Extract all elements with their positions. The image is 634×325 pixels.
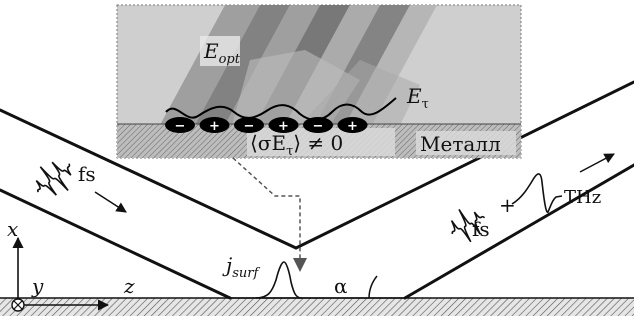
charge-sign: + [278, 119, 289, 134]
zoom-pointer [232, 157, 301, 264]
charge-negative: − [165, 117, 195, 134]
e-opt-subscript: opt [219, 52, 241, 67]
reflected-beam [294, 80, 634, 300]
e-tau-label: E [406, 84, 422, 108]
thz-label: THz [564, 187, 601, 208]
e-tau-wave [165, 97, 397, 121]
average-tail: ⟩ ≠ 0 [293, 131, 343, 155]
ground-surface [0, 298, 634, 316]
outgoing-direction-arrow [579, 153, 615, 173]
charge-positive: + [337, 117, 368, 134]
fs-in-label: fs [78, 162, 96, 186]
e-tau-subscript: τ [422, 97, 429, 112]
incoming-pulse [35, 161, 72, 196]
e-opt-label: E [203, 39, 219, 63]
charge-sign: + [209, 119, 220, 134]
inset-panel: Eopt Eτ ⟨σEτ⟩ ≠ 0 Металл [116, 4, 522, 159]
svg-text:jsurf: jsurf [222, 253, 260, 281]
charge-sign: − [313, 119, 324, 134]
alpha-arc [368, 275, 378, 299]
charge-sign: − [175, 119, 186, 134]
coordinate-axes [11, 236, 110, 312]
charge-positive: + [268, 117, 299, 134]
svg-text:Eopt: Eopt [203, 39, 241, 67]
j-label: j [222, 253, 232, 277]
svg-text:⟨σEτ⟩ ≠ 0: ⟨σEτ⟩ ≠ 0 [250, 131, 343, 159]
charge-negative: − [303, 117, 333, 134]
charge-negative: − [234, 117, 264, 134]
metal-label: Металл [420, 132, 501, 156]
incoming-direction-arrow [94, 191, 127, 213]
j-subscript: surf [232, 266, 260, 281]
average-label: ⟨σE [250, 131, 286, 155]
charge-sign: + [347, 119, 358, 134]
incoming-beam [0, 108, 298, 300]
thz-pulse [511, 173, 563, 213]
alpha-label: α [334, 274, 348, 298]
average-subscript: τ [286, 144, 293, 159]
axis-z-label: z [123, 274, 135, 298]
axis-x-label: x [7, 217, 18, 241]
outgoing-fs-pulse [450, 208, 486, 243]
surface-current-pulse [255, 261, 303, 299]
charge-sign: − [244, 119, 255, 134]
plus-sign: + [499, 193, 516, 217]
charge-row: − + − + − + [165, 117, 368, 134]
fs-out-label: fs [472, 217, 490, 241]
charge-positive: + [199, 117, 230, 134]
svg-text:Eτ: Eτ [406, 84, 429, 112]
axis-y-label: y [31, 274, 44, 298]
